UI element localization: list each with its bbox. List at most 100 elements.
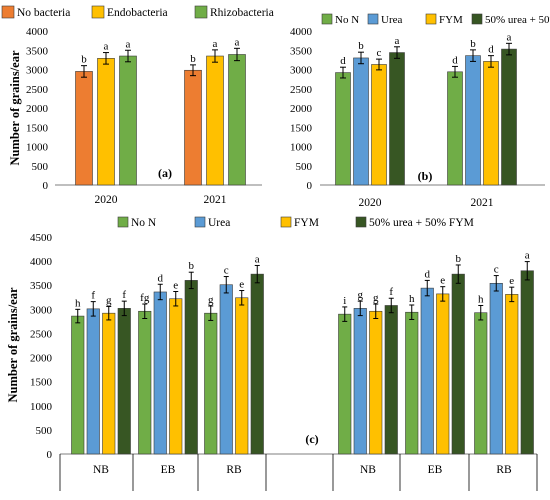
bar xyxy=(338,313,352,455)
significance-letter: a xyxy=(395,35,400,47)
y-axis-label: Number of grains/ear xyxy=(8,50,22,165)
legend-label: FYM xyxy=(439,14,463,26)
y-tick-label: 4000 xyxy=(30,256,53,268)
y-tick-label: 1500 xyxy=(290,122,313,134)
bar xyxy=(335,72,351,186)
significance-letter: a xyxy=(126,38,131,50)
legend-swatch xyxy=(425,13,437,25)
bar xyxy=(228,54,246,186)
bar xyxy=(474,312,488,455)
significance-letter: b xyxy=(358,40,364,52)
x-tick-label: EB xyxy=(428,464,443,476)
legend-swatch xyxy=(1,5,15,19)
bar xyxy=(371,64,387,186)
significance-letter: f xyxy=(91,290,95,302)
x-tick-label: EB xyxy=(161,464,176,476)
legend-label: 50% urea + 50% FYM xyxy=(485,14,550,26)
bar xyxy=(384,305,398,455)
legend-swatch xyxy=(194,216,206,228)
significance-letter: e xyxy=(440,275,445,287)
significance-letter: h xyxy=(75,297,81,309)
bar xyxy=(71,315,85,455)
bar xyxy=(520,270,534,455)
legend-swatch xyxy=(280,216,292,228)
bar xyxy=(75,71,93,186)
bar xyxy=(483,61,499,186)
x-tick-label: 2021 xyxy=(204,194,227,206)
x-tick-label: RB xyxy=(226,464,242,476)
x-tick-label: 2021 xyxy=(471,197,494,209)
y-tick-label: 4000 xyxy=(26,26,49,38)
y-tick-label: 3000 xyxy=(30,304,53,316)
significance-letter: d xyxy=(488,44,494,56)
significance-letter: c xyxy=(377,47,382,59)
panel-label: (c) xyxy=(305,432,318,446)
significance-letter: a xyxy=(525,250,530,262)
significance-letter: d xyxy=(340,55,346,67)
legend-label: Rhizobacteria xyxy=(210,7,274,19)
bar xyxy=(447,71,463,186)
bar xyxy=(235,297,249,455)
bar xyxy=(389,52,405,186)
bar xyxy=(86,308,100,455)
x-tick-label: 2020 xyxy=(95,194,118,206)
y-tick-label: 2500 xyxy=(30,328,53,340)
bar xyxy=(405,311,419,455)
y-tick-label: 2500 xyxy=(26,84,49,96)
bar xyxy=(204,312,218,455)
y-axis-label: Number of grains/ear xyxy=(6,287,20,402)
bar xyxy=(119,55,137,186)
y-tick-label: 2500 xyxy=(290,84,313,96)
legend-label: Urea xyxy=(381,14,402,26)
y-tick-label: 3000 xyxy=(290,65,313,77)
significance-letter: g xyxy=(373,292,379,304)
y-tick-label: 1500 xyxy=(26,122,49,134)
y-tick-label: 0 xyxy=(47,449,53,461)
y-tick-label: 1000 xyxy=(30,401,53,413)
bar xyxy=(436,293,450,455)
significance-letter: f xyxy=(122,289,126,301)
bar xyxy=(369,310,383,455)
bar xyxy=(206,55,224,186)
panel-label: (b) xyxy=(418,169,433,183)
legend-label: 50% urea + 50% FYM xyxy=(369,217,474,229)
y-tick-label: 3500 xyxy=(290,45,313,57)
significance-letter: c xyxy=(224,265,229,277)
y-tick-label: 1500 xyxy=(30,377,53,389)
legend-label: No N xyxy=(131,217,157,229)
y-tick-label: 3000 xyxy=(26,65,49,77)
significance-letter: g xyxy=(358,289,364,301)
bar xyxy=(97,58,115,186)
y-tick-label: 3500 xyxy=(30,280,53,292)
significance-letter: b xyxy=(81,54,87,66)
bar xyxy=(353,57,369,186)
bar xyxy=(501,48,517,186)
legend-swatch xyxy=(355,216,367,228)
significance-letter: d xyxy=(425,268,431,280)
significance-letter: a xyxy=(213,38,218,50)
legend-label: No bacteria xyxy=(17,7,70,19)
significance-letter: b xyxy=(456,253,462,265)
y-tick-label: 1000 xyxy=(26,142,49,154)
panel-label: (a) xyxy=(158,166,172,180)
bar xyxy=(184,280,198,455)
legend-swatch xyxy=(91,5,105,19)
y-tick-label: 500 xyxy=(32,161,49,173)
legend-swatch xyxy=(117,216,129,228)
significance-letter: e xyxy=(509,275,514,287)
significance-letter: e xyxy=(239,279,244,291)
legend-label: Urea xyxy=(208,217,230,229)
y-tick-label: 4000 xyxy=(290,26,313,38)
legend-label: Endobacteria xyxy=(107,7,168,19)
significance-letter: a xyxy=(507,31,512,43)
legend-swatch xyxy=(321,13,333,25)
bar xyxy=(219,284,233,455)
x-tick-label: NB xyxy=(360,464,376,476)
x-tick-label: NB xyxy=(93,464,109,476)
y-tick-label: 4500 xyxy=(30,232,53,244)
y-tick-label: 0 xyxy=(43,180,49,192)
legend-swatch xyxy=(194,5,208,19)
bar xyxy=(465,55,481,186)
bar xyxy=(505,294,519,455)
legend-label: No N xyxy=(335,14,359,26)
